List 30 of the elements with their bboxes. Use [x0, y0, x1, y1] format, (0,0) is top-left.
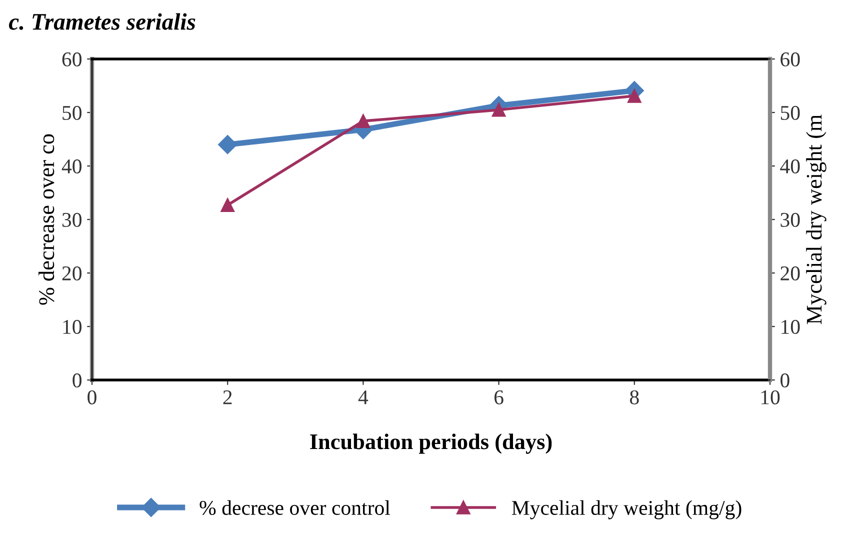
x-tick-label: 4: [358, 390, 368, 404]
y2-tick-label: 0: [780, 373, 790, 388]
y2-tick-label: 60: [780, 52, 800, 66]
legend-label: Mycelial dry weight (mg/g): [512, 500, 742, 520]
y-tick-label: 50: [62, 106, 82, 120]
y-tick-label: 0: [72, 373, 82, 388]
x-axis-title: Incubation periods (days): [310, 434, 552, 454]
point: [220, 198, 235, 212]
point: [356, 114, 370, 128]
legend-label: % decrese over control: [200, 500, 390, 516]
x-tick-label: 2: [223, 390, 232, 404]
x-tick-label: 6: [494, 390, 504, 404]
y-axis-title: % decrease over co: [38, 134, 54, 305]
y-tick-label: 40: [62, 159, 82, 174]
y2-tick-label: 20: [780, 266, 800, 280]
point: [492, 102, 506, 117]
y2-tick-label: 40: [780, 159, 800, 174]
y-tick-label: 10: [63, 320, 82, 334]
y2-axis-title: Mycelial dry weight (m: [806, 114, 826, 324]
y2-tick-label: 30: [780, 212, 800, 227]
y-tick-label: 60: [62, 52, 82, 66]
y2-tick-label: 10: [782, 320, 800, 334]
y2-tick-label: 50: [780, 106, 800, 120]
x-tick-label: 10: [761, 390, 780, 404]
y-tick-label: 30: [62, 212, 82, 227]
point: [218, 135, 238, 154]
x-tick-label: 8: [630, 390, 639, 404]
chart-title: c. Trametes serialis: [8, 13, 196, 30]
y-tick-label: 20: [62, 266, 82, 280]
x-tick-label: 0: [88, 390, 96, 404]
